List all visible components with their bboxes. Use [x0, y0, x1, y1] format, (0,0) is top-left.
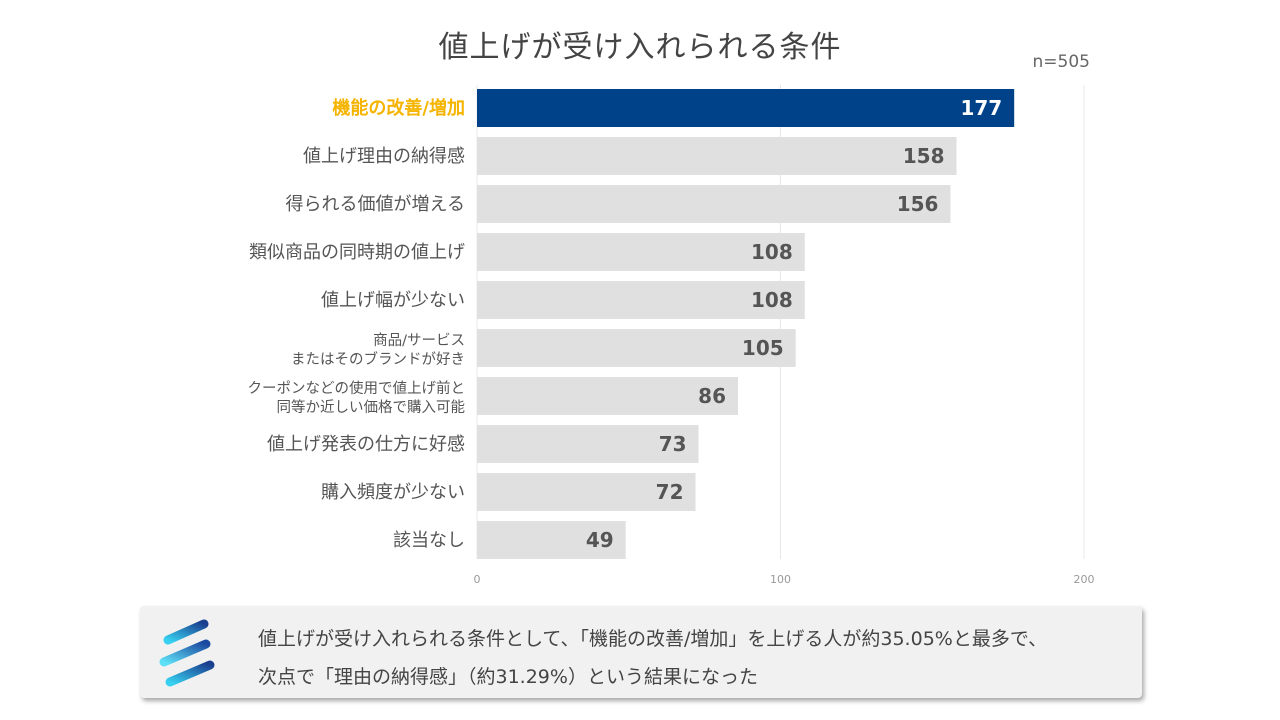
- bar: [477, 473, 696, 511]
- category-label: 該当なし: [393, 530, 465, 551]
- bar-value-label: 72: [656, 480, 684, 504]
- category-label: 同等か近しい価格で購入可能: [277, 398, 466, 416]
- bar: [477, 233, 805, 271]
- category-label: 購入頻度が少ない: [321, 482, 465, 503]
- bar: [477, 377, 739, 415]
- summary-callout: 値上げが受け入れられる条件として、「機能の改善/増加」を上げる人が約35.05%…: [140, 606, 1142, 698]
- x-tick-label: 0: [474, 573, 481, 586]
- bar: [477, 281, 805, 319]
- category-label: 機能の改善/増加: [332, 97, 465, 119]
- category-label: クーポンなどの使用で値上げ前と: [248, 380, 466, 397]
- bar-value-label: 156: [897, 192, 939, 216]
- category-label: 値上げ発表の仕方に好感: [267, 434, 465, 455]
- callout-text-line2: 次点で「理由の納得感」（約31.29%）という結果になった: [258, 666, 758, 688]
- bar-value-label: 105: [742, 336, 784, 360]
- category-label: 値上げ理由の納得感: [303, 146, 465, 167]
- bar: [477, 521, 626, 559]
- callout-text-line1: 値上げが受け入れられる条件として、「機能の改善/増加」を上げる人が約35.05%…: [258, 628, 1048, 650]
- category-label: またはそのブランドが好き: [291, 350, 465, 368]
- category-label: 類似商品の同時期の値上げ: [249, 242, 465, 263]
- bar-value-label: 73: [659, 432, 687, 456]
- bar: [477, 185, 951, 223]
- x-tick-label: 100: [770, 573, 791, 586]
- bar-value-label: 177: [960, 96, 1002, 120]
- bar-value-label: 108: [751, 240, 793, 264]
- bar: [477, 425, 699, 463]
- sample-size-label: n=505: [1032, 52, 1090, 72]
- x-tick-label: 200: [1074, 573, 1095, 586]
- category-label: 得られる価値が増える: [286, 194, 465, 215]
- category-label: 商品/サービス: [373, 332, 465, 349]
- bar-value-label: 49: [586, 528, 614, 552]
- chart-title: 値上げが受け入れられる条件: [438, 30, 842, 65]
- bar: [477, 89, 1015, 127]
- bar-value-label: 86: [698, 384, 726, 408]
- bar-chart: 0 100 200 177 機能の改善/増加 158 値上げ理由の納得感 156 得られる価値が…: [248, 85, 1095, 586]
- bar: [477, 329, 796, 367]
- bar-value-label: 158: [903, 144, 945, 168]
- category-label: 値上げ幅が少ない: [321, 290, 465, 311]
- bar-value-label: 108: [751, 288, 793, 312]
- bar: [477, 137, 957, 175]
- stripes-logo-icon: [159, 619, 215, 687]
